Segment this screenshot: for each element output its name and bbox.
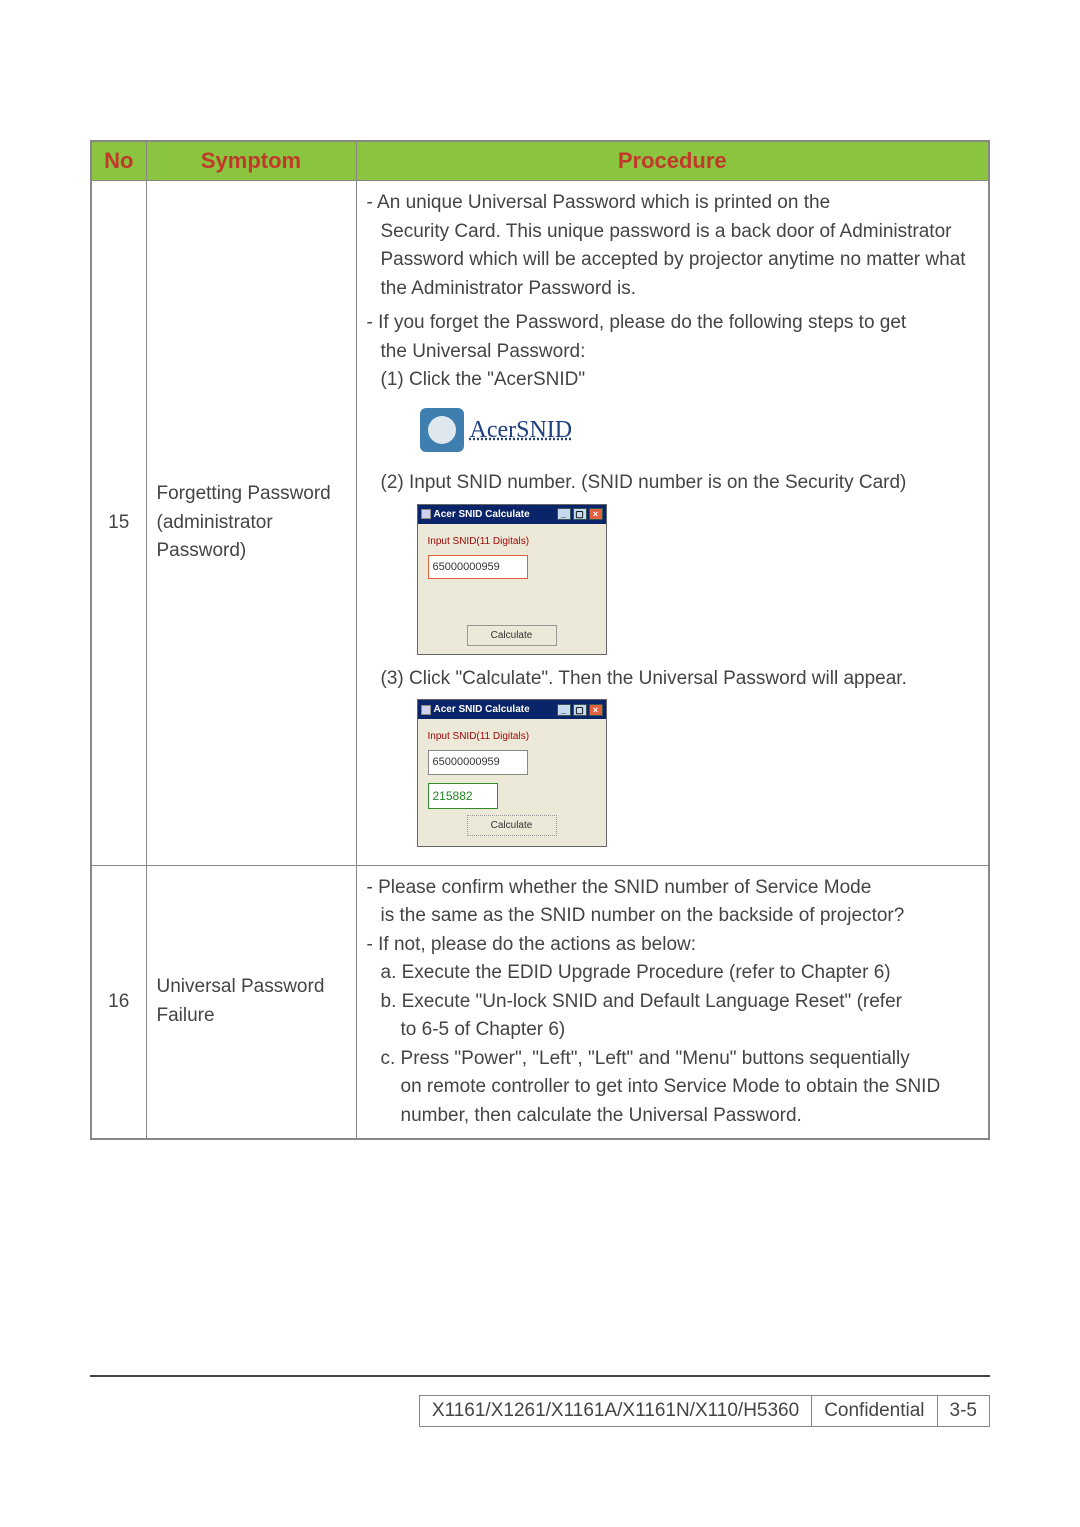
- row-no: 16: [91, 865, 146, 1139]
- maximize-icon[interactable]: ▢: [573, 704, 587, 716]
- sub-b: b. Execute "Un-lock SNID and Default Lan…: [381, 988, 979, 1017]
- window-title: Acer SNID Calculate: [434, 702, 530, 717]
- sub-b-cont: to 6-5 of Chapter 6): [401, 1016, 979, 1045]
- app-icon: [421, 509, 431, 519]
- globe-icon: [420, 408, 464, 452]
- close-icon[interactable]: ×: [589, 508, 603, 520]
- input-label: Input SNID(11 Digitals): [428, 729, 596, 744]
- bullet-text: - If not, please do the actions as below…: [367, 931, 979, 960]
- step-text: (3) Click "Calculate". Then the Universa…: [381, 665, 979, 694]
- calculate-button[interactable]: Calculate: [467, 815, 557, 836]
- row-procedure: - Please confirm whether the SNID number…: [356, 865, 989, 1139]
- header-procedure: Procedure: [356, 141, 989, 181]
- window-titlebar: Acer SNID Calculate _ ▢ ×: [418, 700, 606, 719]
- acersnid-link-label: AcerSNID: [470, 412, 573, 448]
- page-container: No Symptom Procedure 15 Forgetting Passw…: [0, 0, 1080, 1220]
- calculate-button[interactable]: Calculate: [467, 625, 557, 646]
- window-titlebar: Acer SNID Calculate _ ▢ ×: [418, 505, 606, 524]
- row-symptom: Forgetting Password (administrator Passw…: [146, 181, 356, 866]
- troubleshooting-table: No Symptom Procedure 15 Forgetting Passw…: [90, 140, 990, 1140]
- bullet-text: is the same as the SNID number on the ba…: [381, 902, 979, 931]
- maximize-icon[interactable]: ▢: [573, 508, 587, 520]
- minimize-icon[interactable]: _: [557, 508, 571, 520]
- snid-window: Acer SNID Calculate _ ▢ × Input SNID(11 …: [417, 504, 607, 655]
- snid-input[interactable]: 65000000959: [428, 750, 528, 775]
- header-symptom: Symptom: [146, 141, 356, 181]
- app-icon: [421, 705, 431, 715]
- footer-page: 3-5: [937, 1396, 989, 1427]
- sub-c-cont: on remote controller to get into Service…: [401, 1073, 979, 1130]
- bullet-text: Security Card. This unique password is a…: [381, 218, 979, 304]
- bullet-text: - Please confirm whether the SNID number…: [367, 874, 979, 903]
- snid-input[interactable]: 65000000959: [428, 555, 528, 580]
- step-text: (2) Input SNID number. (SNID number is o…: [381, 469, 979, 498]
- row-procedure: - An unique Universal Password which is …: [356, 181, 989, 866]
- footer-info-box: X1161/X1261/X1161A/X1161N/X110/H5360 Con…: [419, 1395, 990, 1427]
- row-no: 15: [91, 181, 146, 866]
- step-text: (1) Click the "AcerSNID": [381, 366, 979, 395]
- table-row: 15 Forgetting Password (administrator Pa…: [91, 181, 989, 866]
- table-header-row: No Symptom Procedure: [91, 141, 989, 181]
- row-symptom: Universal Password Failure: [146, 865, 356, 1139]
- footer-rule: [90, 1375, 990, 1377]
- page-footer: X1161/X1261/X1161A/X1161N/X110/H5360 Con…: [90, 1375, 990, 1427]
- bullet-text: - An unique Universal Password which is …: [367, 189, 979, 218]
- sub-c: c. Press "Power", "Left", "Left" and "Me…: [381, 1045, 979, 1074]
- bullet-text: - If you forget the Password, please do …: [367, 309, 979, 338]
- sub-a: a. Execute the EDID Upgrade Procedure (r…: [381, 959, 979, 988]
- footer-confidential: Confidential: [812, 1396, 937, 1427]
- footer-models: X1161/X1261/X1161A/X1161N/X110/H5360: [419, 1396, 811, 1427]
- window-title: Acer SNID Calculate: [434, 507, 530, 522]
- bullet-text: the Universal Password:: [381, 338, 979, 367]
- acersnid-link[interactable]: AcerSNID: [417, 405, 576, 455]
- snid-window-result: Acer SNID Calculate _ ▢ × Input SNID(11 …: [417, 699, 607, 847]
- result-output: 215882: [428, 783, 498, 809]
- acersnid-link-figure: AcerSNID: [417, 405, 979, 462]
- header-no: No: [91, 141, 146, 181]
- minimize-icon[interactable]: _: [557, 704, 571, 716]
- input-label: Input SNID(11 Digitals): [428, 534, 596, 549]
- close-icon[interactable]: ×: [589, 704, 603, 716]
- table-row: 16 Universal Password Failure - Please c…: [91, 865, 989, 1139]
